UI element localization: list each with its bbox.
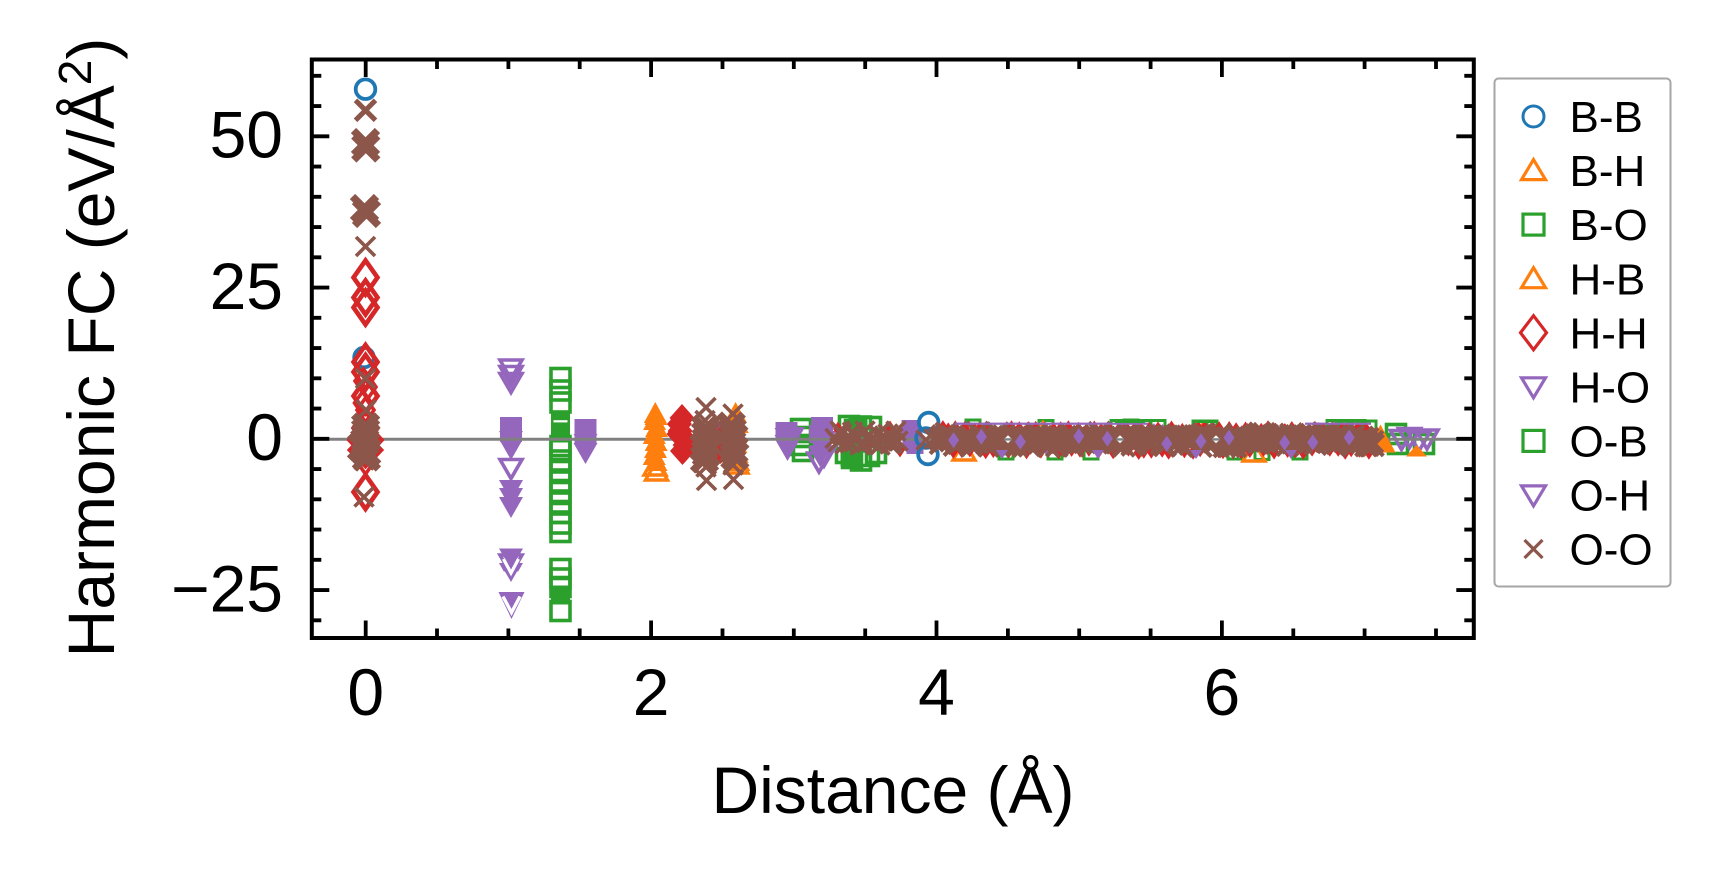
svg-text:0: 0 <box>246 400 283 474</box>
svg-text:Distance (Å): Distance (Å) <box>711 753 1074 827</box>
svg-text:B-H: B-H <box>1570 147 1646 196</box>
svg-text:25: 25 <box>210 249 283 323</box>
svg-text:H-H: H-H <box>1570 309 1648 358</box>
svg-text:0: 0 <box>347 655 384 729</box>
svg-text:6: 6 <box>1204 655 1241 729</box>
svg-text:O-B: O-B <box>1570 418 1648 467</box>
svg-text:O-H: O-H <box>1570 472 1651 521</box>
svg-text:50: 50 <box>210 98 283 172</box>
svg-text:−25: −25 <box>171 551 283 625</box>
svg-text:B-O: B-O <box>1570 201 1648 250</box>
svg-text:Harmonic FC (eV/Å2): Harmonic FC (eV/Å2) <box>49 38 128 658</box>
svg-text:H-B: H-B <box>1570 255 1646 304</box>
svg-text:B-B: B-B <box>1570 93 1643 142</box>
svg-text:2: 2 <box>633 655 670 729</box>
svg-text:H-O: H-O <box>1570 363 1651 412</box>
svg-text:O-O: O-O <box>1570 526 1653 575</box>
svg-text:4: 4 <box>918 655 955 729</box>
